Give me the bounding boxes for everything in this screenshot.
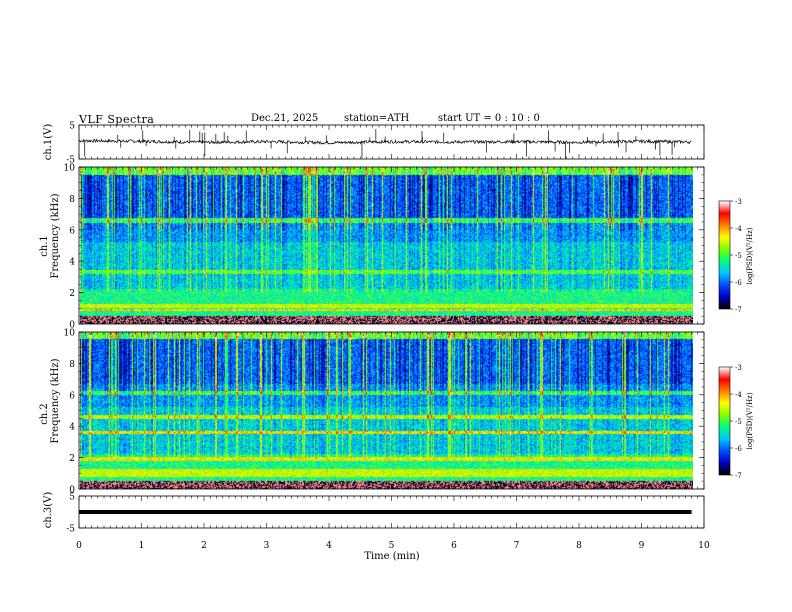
x-tick-label: 10	[698, 541, 710, 551]
ch1-colorbar-tick-label: -4	[735, 225, 742, 233]
ch2-spectrogram-y-tick-label: 4	[69, 423, 75, 433]
ch3-waveform-y-tick-label: -5	[66, 525, 75, 535]
ch1-waveform-y-tick-label: 5	[69, 122, 75, 132]
ch2-spectrogram-y-tick-label: 6	[69, 391, 75, 401]
ch2-spectrogram-y-tick-label: 0	[69, 486, 75, 496]
ch1-colorbar-tick-label: -5	[735, 252, 742, 260]
ch2-spectrogram-ylabel-channel: ch.2	[39, 403, 50, 425]
ch2-colorbar-tick-label: -4	[735, 391, 742, 399]
ch1-colorbar-image	[719, 201, 730, 309]
x-tick-label: 6	[451, 541, 457, 551]
date-label: Dec.21, 2025	[251, 113, 319, 124]
figure-title: VLF Spectra	[79, 113, 155, 126]
ch2-spectrogram-ylabel-freq: Frequency (kHz)	[50, 358, 61, 443]
x-tick-label: 9	[639, 541, 645, 551]
x-tick-label: 3	[264, 541, 270, 551]
ch1-spectrogram-y-tick-label: 0	[69, 321, 75, 331]
ch2-colorbar-tick-label: -6	[735, 445, 742, 453]
x-tick-label: 5	[389, 541, 395, 551]
ch1-colorbar-tick-label: -7	[735, 306, 742, 314]
start-ut-label: start UT = 0 : 10 : 0	[438, 113, 540, 124]
x-tick-label: 4	[326, 541, 332, 551]
ch1-spectrogram-ylabel-channel: ch.1	[39, 235, 50, 257]
ch2-colorbar-tick-label: -5	[735, 418, 742, 426]
ch1-spectrogram-y-tick-label: 2	[69, 289, 75, 299]
ch1-waveform-ylabel: ch.1(V)	[43, 124, 54, 161]
ch3-waveform-y-tick-label: 5	[69, 493, 75, 503]
ch1-waveform-y-tick-label: -5	[66, 156, 75, 166]
ch2-colorbar-tick-label: -3	[735, 364, 742, 372]
x-tick-label: 2	[201, 541, 207, 551]
x-tick-label: 8	[576, 541, 582, 551]
ch1-spectrogram-y-tick-label: 6	[69, 226, 75, 236]
ch2-colorbar-tick-label: -7	[735, 472, 742, 480]
ch2-colorbar-frame	[718, 366, 731, 476]
ch2-spectrogram-y-tick-label: 10	[64, 329, 76, 339]
ch1-spectrogram-image	[80, 167, 693, 324]
ch1-waveform-frame	[78, 124, 705, 160]
ch3-waveform-ylabel: ch.3(V)	[43, 492, 54, 529]
ch1-spectrogram-y-tick-label: 10	[64, 164, 76, 174]
ch2-spectrogram-y-tick-label: 2	[69, 454, 75, 464]
x-axis-label: Time (min)	[364, 551, 419, 562]
ch2-spectrogram-image	[80, 332, 693, 489]
ch1-spectrogram-frame	[78, 166, 705, 325]
ch1-spectrogram-ylabel-freq: Frequency (kHz)	[50, 193, 61, 278]
ch2-colorbar-label: log(PSD)(V²/Hz)	[746, 392, 754, 449]
ch1-colorbar-tick-label: -3	[735, 198, 742, 206]
ch1-colorbar-label: log(PSD)(V²/Hz)	[746, 227, 754, 284]
ch1-colorbar-frame	[718, 200, 731, 310]
x-tick-label: 7	[514, 541, 520, 551]
ch1-colorbar-tick-label: -6	[735, 279, 742, 287]
ch1-spectrogram-y-tick-label: 8	[69, 195, 75, 205]
ch1-waveform-trace	[78, 138, 692, 145]
x-tick-label: 0	[76, 541, 82, 551]
ch1-spectrogram-y-tick-label: 4	[69, 258, 75, 268]
ch2-spectrogram-y-tick-label: 8	[69, 360, 75, 370]
station-label: station=ATH	[344, 113, 410, 124]
ch2-colorbar-image	[719, 367, 730, 475]
x-tick-label: 1	[139, 541, 145, 551]
ch2-spectrogram-frame	[78, 331, 705, 490]
